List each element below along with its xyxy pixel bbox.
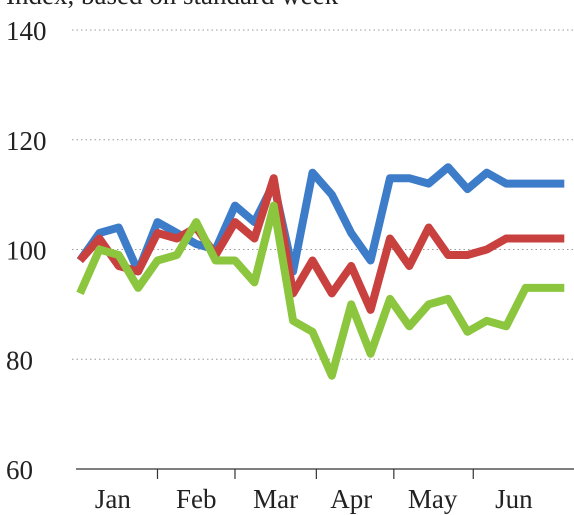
- y-tick-label-140: 140: [6, 16, 47, 46]
- series-line-2: [76, 174, 565, 314]
- x-tick-label-jan: Jan: [95, 484, 131, 514]
- x-tick-label-feb: Feb: [176, 484, 217, 514]
- series-line-1: [76, 163, 565, 276]
- y-tick-label-120: 120: [6, 126, 47, 156]
- gridlines: [72, 29, 574, 360]
- x-tick-label-may: May: [408, 484, 458, 514]
- y-tick-label-100: 100: [6, 236, 47, 266]
- x-axis: Jan Feb Mar Apr May Jun: [76, 468, 574, 514]
- y-axis-tick-labels: 60 80 100 120 140: [6, 16, 47, 485]
- chart-subtitle: Index, based on standard week: [6, 0, 339, 10]
- x-tick-label-mar: Mar: [253, 484, 298, 514]
- y-tick-label-80: 80: [6, 345, 33, 375]
- x-tick-label-apr: Apr: [330, 484, 372, 514]
- x-tick-label-jun: Jun: [495, 484, 533, 514]
- series-line-3: [76, 201, 565, 380]
- y-tick-label-60: 60: [6, 455, 33, 485]
- series-lines: [76, 163, 565, 380]
